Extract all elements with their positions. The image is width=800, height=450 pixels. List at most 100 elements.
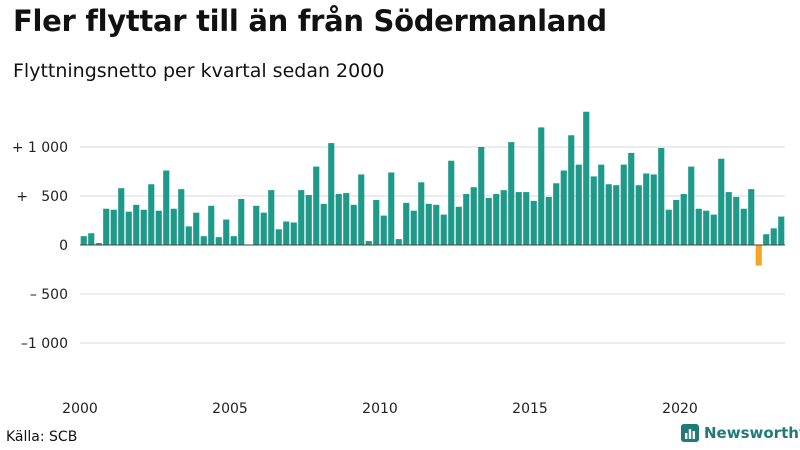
bar — [418, 182, 425, 245]
bar — [373, 199, 380, 245]
bar — [658, 147, 665, 245]
bar — [118, 188, 125, 245]
bar — [710, 214, 717, 245]
bar — [643, 173, 650, 245]
bar — [463, 194, 470, 245]
bar — [778, 216, 785, 245]
bar — [673, 199, 680, 245]
bar — [253, 205, 260, 245]
bar — [553, 183, 560, 245]
bar — [725, 192, 732, 245]
bar — [320, 203, 327, 245]
chart-title: Fler flyttar till än från Södermanland — [13, 4, 607, 38]
x-tick-label: 2010 — [362, 401, 398, 417]
bar — [335, 194, 342, 245]
bar — [268, 190, 275, 245]
bar — [410, 210, 417, 245]
bar — [163, 170, 170, 245]
bar — [200, 236, 207, 245]
bar — [695, 208, 702, 245]
bar — [260, 212, 267, 245]
bar — [688, 166, 695, 245]
bar — [470, 187, 477, 245]
bar — [155, 210, 162, 245]
bar — [740, 208, 747, 245]
bar — [95, 243, 102, 245]
bar — [140, 209, 147, 245]
bar — [185, 226, 192, 245]
bar — [358, 174, 365, 245]
bar — [635, 185, 642, 245]
bar — [313, 166, 320, 245]
bar — [665, 209, 672, 245]
bar — [343, 193, 350, 245]
bar — [403, 202, 410, 245]
bar — [125, 211, 132, 245]
bar — [530, 200, 537, 245]
brand-name: Newsworthy — [704, 424, 800, 442]
bar — [605, 184, 612, 245]
bar — [170, 208, 177, 245]
y-tick-label: 0 — [59, 238, 68, 254]
bar — [178, 189, 185, 245]
bar — [733, 196, 740, 245]
y-tick-label: + 500 — [16, 189, 68, 205]
bar — [620, 164, 627, 245]
bar — [110, 209, 117, 245]
chart-subtitle: Flyttningsnetto per kvartal sedan 2000 — [13, 60, 385, 82]
bar — [283, 221, 290, 245]
bar — [718, 158, 725, 245]
bar — [508, 142, 515, 245]
bar — [380, 215, 387, 245]
bar — [350, 204, 357, 245]
bar — [680, 194, 687, 245]
y-tick-label: –1 000 — [21, 336, 68, 352]
bar — [583, 111, 590, 245]
bar — [395, 239, 402, 245]
bar — [275, 229, 282, 245]
bar — [230, 236, 237, 245]
bar — [770, 228, 777, 245]
x-tick-label: 2015 — [512, 401, 548, 417]
bar — [223, 219, 230, 245]
bar — [568, 135, 575, 245]
bar — [193, 212, 200, 245]
bar — [763, 234, 770, 245]
bar — [613, 185, 620, 245]
bar — [598, 164, 605, 245]
bars — [80, 111, 785, 266]
bar — [133, 204, 140, 245]
bar — [628, 152, 635, 245]
grid-lines — [80, 146, 785, 344]
bar — [208, 205, 215, 245]
bar — [575, 164, 582, 245]
y-tick-label: + 1 000 — [12, 140, 68, 156]
bar — [755, 245, 762, 266]
brand-logo[interactable]: Newsworthy — [681, 424, 800, 442]
bar — [433, 204, 440, 245]
bar — [455, 206, 462, 245]
bar — [703, 210, 710, 245]
bar — [215, 237, 222, 245]
x-tick-label: 2000 — [62, 401, 98, 417]
bar — [365, 241, 372, 245]
bar — [305, 195, 312, 245]
bar — [478, 147, 485, 245]
bar — [485, 197, 492, 245]
bar — [238, 198, 245, 245]
bar — [440, 214, 447, 245]
bar — [425, 203, 432, 245]
bar — [560, 170, 567, 245]
bar — [515, 192, 522, 245]
bar — [388, 172, 395, 245]
bar — [493, 194, 500, 245]
bar — [538, 127, 545, 245]
bar — [748, 189, 755, 245]
x-axis-labels: 2000 2005 2010 2015 2020 — [62, 401, 698, 417]
source-note: Källa: SCB — [6, 429, 78, 445]
bar — [298, 190, 305, 245]
bar — [290, 222, 297, 245]
bar — [500, 190, 507, 245]
bar — [148, 184, 155, 245]
